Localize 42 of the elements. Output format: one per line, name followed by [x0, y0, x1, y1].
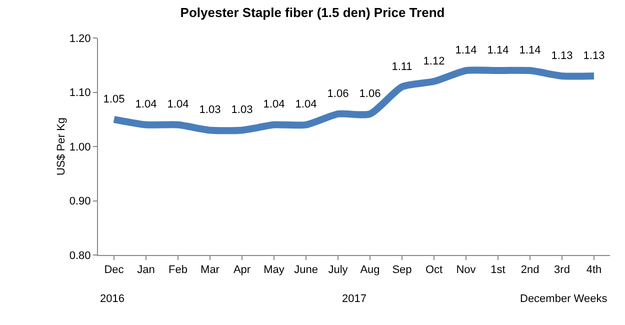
data-label: 1.11: [392, 60, 412, 73]
data-label: 1.05: [103, 93, 125, 106]
x-tick-label: Nov: [456, 264, 476, 276]
data-label: 1.04: [167, 98, 189, 111]
data-label: 1.03: [199, 104, 221, 116]
chart-title: Polyester Staple fiber (1.5 den) Price Trend: [180, 5, 445, 20]
data-label: 1.06: [327, 88, 349, 100]
x-tick-label: 1st: [490, 264, 506, 276]
text: December Weeks: [520, 293, 608, 305]
x-tick-label: July: [328, 264, 348, 276]
x-tick-label: Mar: [200, 264, 220, 276]
x-tick-label: 3rd: [554, 264, 570, 276]
x-tick-label: 4th: [586, 264, 602, 276]
data-label: 1.04: [295, 98, 317, 111]
data-label: 1.04: [263, 98, 285, 111]
data-label: 1.14: [519, 44, 541, 56]
x-tick-label: Aug: [360, 264, 380, 276]
y-tick-label: 0.80: [69, 250, 91, 262]
x-tick-label: Oct: [425, 264, 443, 276]
data-label: 1.03: [231, 104, 253, 116]
x-tick-label: Apr: [233, 264, 251, 276]
y-tick-label: 1.00: [69, 141, 91, 154]
data-label: 1.14: [487, 44, 509, 56]
data-label: 1.04: [135, 98, 157, 111]
data-label: 1.13: [583, 50, 605, 62]
y-tick-label: 0.90: [69, 196, 91, 208]
data-label: 1.12: [423, 55, 445, 68]
x-tick-label: Feb: [168, 264, 188, 276]
data-label: 1.13: [551, 50, 573, 62]
data-label: 1.14: [455, 44, 477, 56]
y-axis-title: US$ Per Kg: [55, 117, 68, 176]
x-tick-label: Dec: [104, 264, 124, 276]
x-tick-label: Sep: [392, 264, 412, 276]
data-label: 1.06: [359, 88, 381, 100]
text: 2016: [100, 293, 124, 305]
y-tick-label: 1.10: [69, 87, 91, 100]
x-tick-label: 2nd: [520, 264, 540, 276]
x-tick-label: May: [264, 264, 285, 276]
y-tick-label: 1.20: [69, 32, 91, 45]
x-tick-label: Jan: [137, 264, 155, 276]
x-tick-label: June: [294, 264, 318, 276]
text: 2017: [342, 293, 366, 305]
